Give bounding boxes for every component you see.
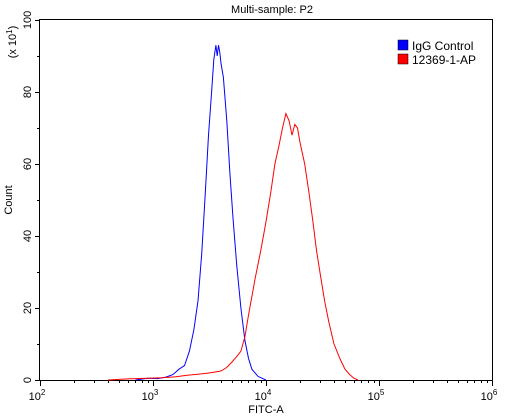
- legend-swatch: [397, 39, 409, 51]
- series-line-2: [107, 112, 359, 381]
- x-tick-label: 104: [255, 388, 272, 403]
- y-axis-title: Count: [3, 185, 15, 214]
- y-multiplier-prefix: (x 10: [7, 34, 19, 58]
- x-tick-label: 105: [368, 388, 385, 403]
- x-axis-title: FITC-A: [248, 404, 284, 416]
- legend-label: 12369-1-AP: [412, 53, 476, 67]
- chart-title: Multi-sample: P2: [231, 4, 313, 16]
- y-tick-label: 80: [22, 86, 34, 98]
- x-tick-label: 106: [481, 388, 498, 403]
- y-multiplier-label: (x 101): [5, 26, 19, 59]
- y-tick-label: 40: [22, 230, 34, 242]
- y-tick-label: 20: [22, 302, 34, 314]
- y-tick-label: 0: [22, 377, 34, 383]
- y-tick-label: 60: [22, 158, 34, 170]
- plot-frame: [39, 19, 493, 381]
- legend-swatch: [397, 53, 409, 65]
- x-axis: 102 103 104 105 106: [29, 380, 498, 403]
- y-axis: 0 20 40 60 80 100: [22, 11, 40, 383]
- x-tick-label: 103: [142, 388, 159, 403]
- y-tick-label: 100: [22, 11, 34, 29]
- svg-text:(x 101): (x 101): [5, 26, 19, 59]
- x-tick-label: 102: [29, 388, 46, 403]
- legend-label: IgG Control: [412, 39, 473, 53]
- y-multiplier-suffix: ): [7, 26, 19, 30]
- y-multiplier-exponent: 1: [5, 29, 14, 34]
- series-line-1: [135, 45, 267, 381]
- series-layer: [107, 45, 359, 381]
